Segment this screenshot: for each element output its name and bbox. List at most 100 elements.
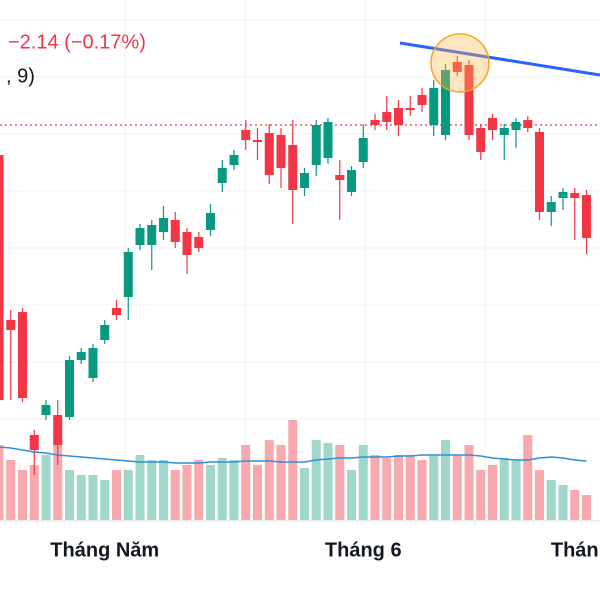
candle-body	[335, 175, 345, 180]
volume-bar	[276, 445, 286, 520]
candle-body	[570, 193, 580, 198]
candle-body	[311, 125, 321, 165]
volume-bar	[394, 455, 403, 520]
candle-body	[100, 325, 110, 340]
volume-ma-line	[0, 446, 587, 464]
candle-body	[206, 213, 215, 230]
candle-body	[523, 120, 533, 128]
candle-body	[546, 202, 556, 212]
volume-bar	[429, 455, 439, 520]
candle-body	[429, 88, 439, 125]
volume-bar	[441, 440, 450, 520]
candle-body	[394, 108, 403, 125]
volume-bar	[76, 475, 86, 520]
candle-body	[452, 62, 462, 72]
volume-bar	[570, 490, 580, 520]
volume-bar	[53, 440, 63, 520]
volume-bar	[6, 460, 16, 520]
candle-body	[358, 138, 368, 162]
candle-body	[159, 218, 168, 232]
volume-bar	[417, 460, 427, 520]
volume-bar	[0, 445, 4, 520]
candle-body	[194, 237, 204, 248]
candle-body	[170, 220, 180, 242]
candle-body	[499, 128, 509, 135]
volume-bar	[147, 460, 157, 520]
volume-bar	[159, 460, 168, 520]
volume-bar	[300, 468, 309, 520]
volume-bar	[41, 455, 51, 520]
candle-body	[88, 348, 98, 378]
candle-body	[135, 228, 145, 245]
volume-bar	[170, 470, 180, 520]
candle-body	[582, 195, 591, 238]
candle-body	[65, 360, 74, 417]
candle-body	[241, 130, 251, 140]
volume-bar	[452, 455, 462, 520]
candle-body	[182, 232, 192, 255]
candle-body	[276, 135, 286, 168]
candle-body	[405, 108, 415, 110]
volume-bar	[29, 465, 39, 520]
volume-bar	[499, 458, 509, 520]
volume-bar	[264, 440, 274, 520]
volume-bar	[206, 465, 215, 520]
candle-body	[123, 252, 133, 297]
candle-body	[41, 405, 51, 415]
volume-bar	[405, 455, 415, 520]
candle-body	[558, 192, 568, 198]
volume-bar	[347, 470, 356, 520]
candle-body	[53, 415, 63, 445]
volume-bar	[182, 465, 192, 520]
candle-body	[511, 122, 521, 130]
candle-body	[535, 132, 544, 212]
volume-bar	[546, 480, 556, 520]
x-tick-label: Tháng 6	[325, 539, 402, 561]
volume-bar	[217, 458, 227, 520]
candle-body	[441, 70, 450, 135]
candle-body	[147, 225, 157, 245]
volume-bar	[464, 445, 474, 520]
candle-body	[288, 145, 298, 190]
volume-bar	[382, 458, 392, 520]
volume-bar	[123, 470, 133, 520]
volume-bar	[535, 470, 544, 520]
volume-bar	[311, 440, 321, 520]
volume-bar	[288, 420, 298, 520]
volume-bar	[100, 480, 110, 520]
volume-bar	[488, 465, 497, 520]
volume-bar	[476, 470, 486, 520]
candle-body	[76, 352, 86, 360]
candle-body	[382, 112, 392, 122]
volume-bar	[335, 445, 345, 520]
candle-body	[29, 435, 39, 450]
trend-line	[399, 41, 600, 77]
candle-body	[347, 170, 356, 192]
volume-bar	[88, 475, 98, 520]
candle-body	[264, 133, 274, 175]
volume-bar	[358, 445, 368, 520]
candle-body	[417, 95, 427, 105]
candle-body	[112, 308, 121, 315]
x-tick-label: Thán	[551, 539, 599, 561]
candle-body	[370, 120, 380, 125]
volume-bar	[511, 460, 521, 520]
candle-body	[323, 122, 333, 158]
candle-body	[18, 312, 27, 398]
volume-bar	[65, 470, 74, 520]
volume-bar	[241, 445, 251, 520]
candle-body	[229, 155, 239, 165]
volume-bar	[582, 495, 591, 520]
highlight-circle	[430, 33, 490, 93]
candle-body	[488, 118, 497, 130]
change-label: −2.14 (−0.17%)	[8, 31, 146, 53]
candle-body	[476, 128, 486, 152]
candle-body	[6, 320, 16, 330]
candle-body	[253, 140, 262, 142]
volume-bar	[558, 485, 568, 520]
volume-bar	[523, 435, 533, 520]
volume-bar	[135, 455, 145, 520]
candle-body	[300, 173, 309, 188]
volume-bar	[112, 470, 121, 520]
